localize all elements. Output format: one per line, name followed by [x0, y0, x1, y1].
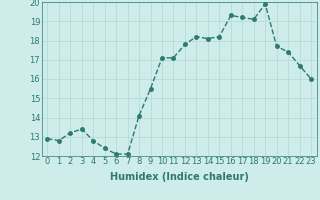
X-axis label: Humidex (Indice chaleur): Humidex (Indice chaleur): [110, 172, 249, 182]
